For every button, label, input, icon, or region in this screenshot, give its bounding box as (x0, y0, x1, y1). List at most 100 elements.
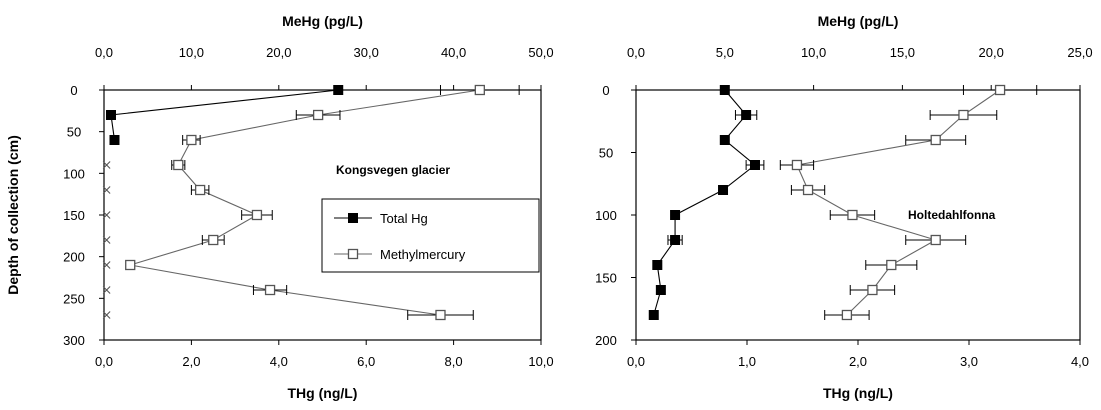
data-point (102, 236, 111, 244)
x-top-axis-title: MeHg (pg/L) (282, 13, 363, 29)
x-bottom-axis-title: THg (ng/L) (823, 385, 893, 401)
data-point (102, 261, 111, 269)
data-point (994, 84, 1006, 96)
x-top-tick-label: 20,0 (979, 45, 1004, 60)
y-tick-label: 150 (595, 271, 617, 286)
x-top-tick-label: 0,0 (627, 45, 645, 60)
data-point (264, 284, 276, 296)
y-tick-label: 0 (602, 83, 609, 98)
y-tick-label: 250 (63, 291, 85, 306)
data-point (474, 84, 485, 96)
data-point (670, 235, 681, 245)
y-tick-label: 50 (599, 146, 613, 161)
x-bottom-tick-label: 2,0 (849, 354, 867, 369)
chart-panel-1: 0 50 100 150 200 250 300 0,0 10,0 20,0 30,0 40,0 50,… (5, 13, 554, 401)
legend-label: Total Hg (380, 211, 428, 226)
y-tick-label: 200 (63, 250, 85, 265)
data-point (718, 185, 729, 195)
data-point (841, 309, 853, 321)
x-bottom-axis-title: THg (ng/L) (288, 385, 358, 401)
x-top-tick-label: 20,0 (266, 45, 291, 60)
data-point (791, 159, 803, 171)
y-tick-label: 0 (70, 83, 77, 98)
series-total-hg-2 (102, 161, 111, 319)
data-point (105, 110, 116, 120)
data-point (847, 209, 858, 221)
data-point (749, 160, 760, 170)
data-point (886, 259, 897, 271)
x-top-tick-label: 5,0 (716, 45, 734, 60)
data-point (125, 259, 136, 271)
data-point (930, 134, 941, 146)
chart-panel-2: 0 50 100 150 200 0,0 5,0 10,0 15,0 20,0 25,0 0,0 1,0… (595, 13, 1093, 401)
panel-annotation: Kongsvegen glacier (336, 163, 450, 177)
data-point (102, 211, 111, 219)
x-top-tick-label: 50,0 (528, 45, 553, 60)
x-bottom-tick-label: 0,0 (627, 354, 645, 369)
data-point (719, 135, 730, 145)
series-line (130, 89, 480, 316)
data-point (670, 210, 681, 220)
data-point (102, 311, 111, 319)
series-methylmercury-3 (125, 84, 520, 321)
data-point (652, 260, 663, 270)
y-tick-label: 300 (63, 333, 85, 348)
x-bottom-tick-label: 2,0 (182, 354, 200, 369)
x-bottom-tick-label: 1,0 (738, 354, 756, 369)
x-bottom-tick-label: 4,0 (1071, 354, 1089, 369)
data-point (655, 285, 666, 295)
data-point (435, 309, 446, 321)
data-point (251, 209, 263, 221)
legend-marker (347, 248, 359, 260)
data-point (719, 85, 730, 95)
data-point (102, 286, 111, 294)
data-point (958, 109, 969, 121)
data-point (648, 310, 659, 320)
data-point (802, 184, 814, 196)
series-methylmercury-2 (779, 84, 1038, 321)
data-point (173, 159, 184, 171)
y-tick-label: 100 (63, 166, 85, 181)
legend-marker (348, 213, 358, 223)
x-top-tick-label: 0,0 (95, 45, 113, 60)
legend-entry: Total Hg (334, 211, 428, 226)
x-top-axis-title: MeHg (pg/L) (818, 13, 899, 29)
legend-label: Methylmercury (380, 247, 466, 262)
data-point (186, 134, 197, 146)
x-top-tick-label: 10,0 (801, 45, 826, 60)
data-point (867, 284, 878, 296)
legend-entry: Methylmercury (334, 247, 466, 262)
data-point (312, 109, 324, 121)
x-bottom-tick-label: 4,0 (270, 354, 288, 369)
data-point (930, 234, 941, 246)
panel-annotation: Holtedahlfonna (908, 208, 996, 222)
data-point (109, 135, 120, 145)
x-top-tick-label: 15,0 (890, 45, 915, 60)
x-bottom-tick-label: 0,0 (95, 354, 113, 369)
series-total-hg-1 (648, 85, 765, 320)
series-total-hg-1 (105, 85, 344, 145)
y-tick-label: 200 (595, 333, 617, 348)
x-bottom-tick-label: 8,0 (445, 354, 463, 369)
legend-box (321, 198, 540, 273)
series-line (796, 89, 1001, 316)
data-point (102, 186, 111, 194)
data-point (102, 161, 111, 169)
x-bottom-tick-label: 6,0 (357, 354, 375, 369)
data-point (208, 234, 219, 246)
x-top-tick-label: 10,0 (179, 45, 204, 60)
x-top-tick-label: 25,0 (1067, 45, 1092, 60)
data-point (741, 110, 752, 120)
x-top-tick-label: 40,0 (441, 45, 466, 60)
legend: Total Hg Methylmercury (321, 198, 540, 273)
series-line (653, 89, 756, 316)
y-tick-label: 50 (67, 125, 81, 140)
x-bottom-tick-label: 3,0 (960, 354, 978, 369)
y-axis-title: Depth of collection (cm) (5, 135, 21, 294)
x-top-tick-label: 30,0 (354, 45, 379, 60)
data-point (333, 85, 344, 95)
data-point (194, 184, 206, 196)
x-bottom-tick-label: 10,0 (528, 354, 553, 369)
y-tick-label: 150 (63, 208, 85, 223)
